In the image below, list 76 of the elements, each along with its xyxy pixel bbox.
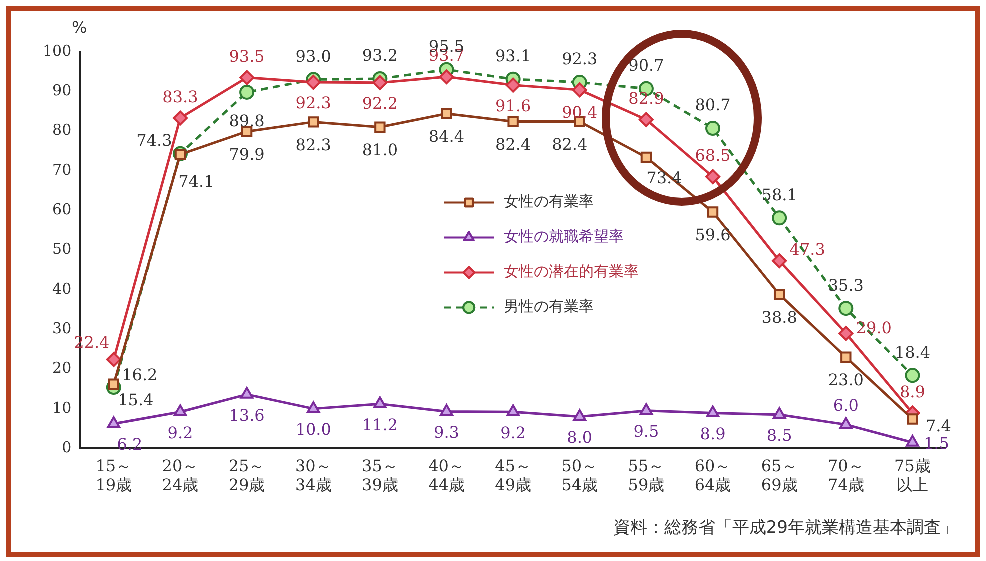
data-label: 10.0 <box>296 420 332 440</box>
data-label: 15.4 <box>118 390 154 410</box>
x-tick-label: 20～24歳 <box>162 456 199 495</box>
data-label: 58.1 <box>762 185 798 204</box>
data-label: 84.4 <box>428 127 465 146</box>
data-label: 82.4 <box>496 134 532 154</box>
x-tick-label: 75歳以上 <box>894 456 931 495</box>
data-label: 83.3 <box>162 87 198 106</box>
data-label: 89.8 <box>229 112 265 131</box>
data-label: 59.6 <box>695 225 731 244</box>
data-label: 74.3 <box>136 131 172 150</box>
legend-label: 女性の潜在的有業率 <box>504 262 640 281</box>
data-label: 16.2 <box>122 366 158 385</box>
data-label: 90.7 <box>628 56 664 76</box>
data-label: 81.0 <box>362 140 398 160</box>
data-label: 11.2 <box>362 415 398 434</box>
y-tick-label: 30 <box>52 320 72 338</box>
data-label: 23.0 <box>828 370 864 390</box>
y-tick-label: 70 <box>52 160 72 179</box>
text: 資料：総務省「平成29年就業構造基本調査」 <box>613 517 958 539</box>
x-tick-label: 70～74歳 <box>828 456 864 495</box>
data-label: 9.5 <box>634 422 660 442</box>
data-label: 82.4 <box>552 134 588 154</box>
data-label: 74.1 <box>178 172 214 191</box>
data-label: 93.5 <box>229 46 265 66</box>
data-label: 35.3 <box>828 276 864 295</box>
x-tick-label: 25～29歳 <box>228 456 266 495</box>
legend-label: 男性の有業率 <box>504 298 594 316</box>
data-label: 8.9 <box>900 382 926 402</box>
y-tick-label: 80 <box>52 121 72 140</box>
data-label: 29.0 <box>856 318 892 338</box>
x-tick-label: 60～64歳 <box>694 456 732 495</box>
data-label: 6.0 <box>833 396 859 415</box>
y-tick-label: 50 <box>52 240 72 258</box>
x-tick-label: 15～19歳 <box>96 456 132 495</box>
data-label: 93.0 <box>296 46 332 66</box>
x-tick-label: 50～54歳 <box>562 456 598 495</box>
x-tick-label: 65～69歳 <box>761 456 798 495</box>
data-label: 7.4 <box>926 416 952 436</box>
x-tick-label: 55～59歳 <box>628 456 665 495</box>
data-label: 13.6 <box>229 406 265 425</box>
y-tick-label: 90 <box>52 82 72 100</box>
data-label: 92.3 <box>296 94 332 113</box>
x-tick-label: 35～39歳 <box>362 456 398 495</box>
data-label: 8.0 <box>567 428 593 448</box>
x-tick-label: 40～44歳 <box>428 456 465 495</box>
data-label: 93.2 <box>362 46 398 66</box>
data-label: 79.9 <box>229 144 265 164</box>
data-label: 9.2 <box>500 423 526 442</box>
x-tick-label: 30～34歳 <box>295 456 332 495</box>
legend-label: 女性の就職希望率 <box>504 228 624 246</box>
data-label: 38.8 <box>762 308 798 327</box>
y-tick-label: 60 <box>52 200 72 219</box>
data-label: 80.7 <box>695 96 731 115</box>
data-label: 91.6 <box>496 96 532 116</box>
data-label: 82.3 <box>296 135 332 154</box>
data-label: 92.2 <box>362 94 398 114</box>
data-label: 8.9 <box>700 424 726 444</box>
y-tick-label: 40 <box>52 280 72 298</box>
y-tick-label: 20 <box>52 359 72 378</box>
legend-label: 女性の有業率 <box>504 192 594 211</box>
data-label: 93.1 <box>496 46 532 66</box>
data-label: 82.9 <box>628 88 664 108</box>
data-label: 47.3 <box>790 240 826 260</box>
x-tick-label: 45～49歳 <box>495 456 532 495</box>
y-tick-label: 100 <box>42 42 72 60</box>
y-tick-label: 0 <box>62 438 72 456</box>
data-label: 9.2 <box>168 423 194 442</box>
data-label: 92.3 <box>562 50 598 69</box>
data-label: 68.5 <box>695 146 731 166</box>
data-label: 90.4 <box>562 103 598 122</box>
data-label: 9.3 <box>434 422 460 442</box>
data-label: 18.4 <box>894 342 931 362</box>
y-axis-title: % <box>72 18 88 37</box>
y-tick-label: 10 <box>52 398 72 417</box>
data-label: 8.5 <box>766 426 792 446</box>
